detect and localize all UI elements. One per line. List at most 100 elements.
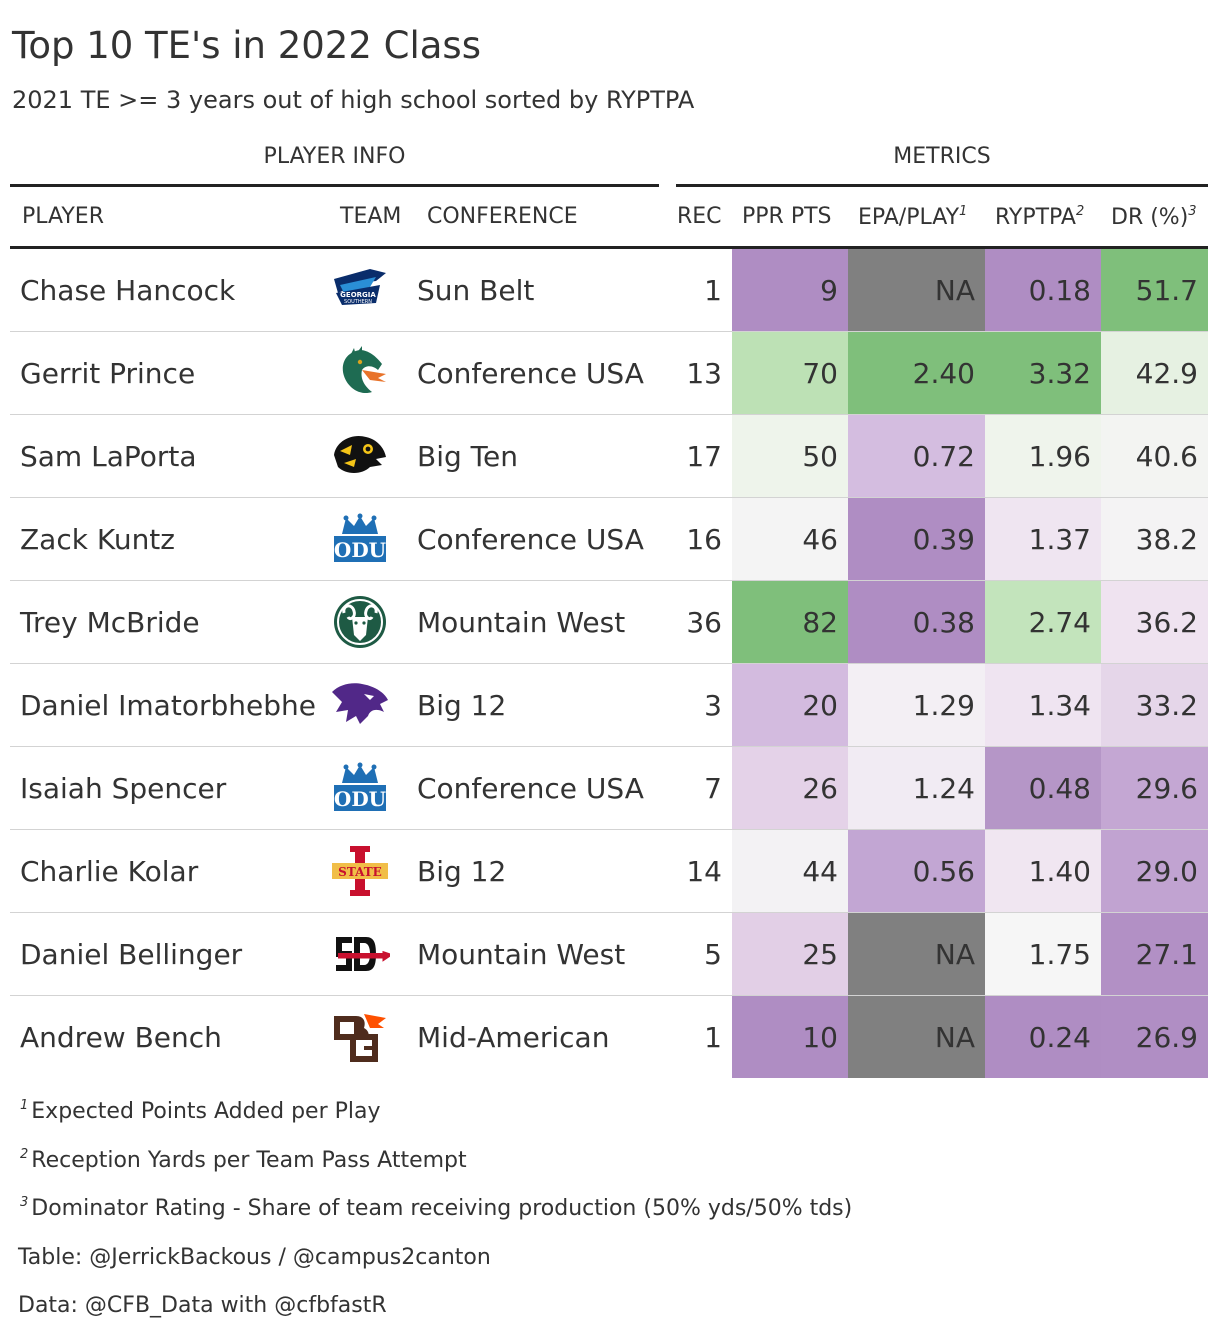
ryptpa-value: 1.75 (985, 912, 1101, 996)
footnote-2: 2 Reception Yards per Team Pass Attempt (20, 1147, 467, 1173)
bowling-green-logo-icon (330, 1010, 390, 1064)
col-header-epa-footnote-mark: 1 (959, 204, 968, 219)
epa-value: NA (848, 912, 985, 996)
player-name: Andrew Bench (20, 1020, 222, 1054)
rec-value: 13 (667, 331, 732, 415)
epa-value: 0.38 (848, 580, 985, 664)
uab-dragon-logo-icon (330, 346, 390, 400)
player-name: Zack Kuntz (10, 497, 330, 581)
ryptpa-value: 1.37 (985, 497, 1101, 581)
svg-text:GEORGIA: GEORGIA (340, 291, 376, 299)
table-row: Andrew Bench Mid-American 1 10 NA 0.24 26.9 (10, 995, 1208, 1078)
ryptpa-value: 3.32 (985, 331, 1101, 415)
ppr-value: 46 (732, 497, 848, 581)
col-header-ryptpa-footnote-mark: 2 (1075, 204, 1085, 219)
table-row: Daniel Imatorbhebhe Big 12 3 20 1.29 1.34 33.2 (10, 663, 1208, 747)
footnote-3: 3 Dominator Rating - Share of team receiv… (20, 1195, 852, 1221)
iowa-hawkeye-logo-icon (330, 429, 390, 483)
col-header-ppr: PPR PTS (742, 204, 832, 229)
player-name: Charlie Kolar (10, 829, 330, 913)
colorado-state-ram-logo-icon (330, 595, 390, 649)
col-header-ryptpa-label: RYPTPA (995, 205, 1076, 230)
dr-value: 29.6 (1101, 746, 1208, 830)
team-logo (330, 580, 417, 664)
spanner-player-info: PLAYER INFO (263, 144, 406, 169)
players-table: Chase Hancock GEORGIA SOUTHERN Sun Belt 1 9 NA… (10, 249, 1208, 1078)
epa-value: 1.29 (848, 663, 985, 747)
footnote-mark: 1 (20, 1098, 29, 1113)
conference-name: Mountain West (417, 912, 667, 996)
col-header-rec: REC (677, 204, 722, 229)
svg-text:STATE: STATE (338, 865, 382, 879)
players-table-body: Chase Hancock GEORGIA SOUTHERN Sun Belt 1 9 NA… (10, 249, 1208, 1078)
epa-value: NA (848, 249, 985, 332)
player-name: Gerrit Prince (10, 331, 330, 415)
ryptpa-value: 1.40 (985, 829, 1101, 913)
footnote-text: Dominator Rating - Share of team receivi… (31, 1196, 853, 1221)
footnote-mark: 2 (20, 1147, 29, 1162)
svg-text:SOUTHERN: SOUTHERN (344, 299, 372, 305)
table-title: Top 10 TE's in 2022 Class (12, 24, 481, 67)
epa-value: 0.56 (848, 829, 985, 913)
conference-name: Conference USA (417, 331, 667, 415)
ryptpa-value: 2.74 (985, 580, 1101, 664)
conference-name: Big 12 (417, 663, 667, 747)
table-row: Daniel Bellinger Mountain West 5 25 NA 1.75 27… (10, 912, 1208, 996)
ryptpa-value: 0.18 (985, 249, 1101, 332)
ppr-value: 50 (732, 414, 848, 498)
iowa-state-logo-icon: STATE (330, 844, 390, 898)
ppr-value: 9 (732, 249, 848, 332)
epa-value: 0.39 (848, 497, 985, 581)
team-logo (330, 912, 417, 996)
ppr-value: 44 (732, 829, 848, 913)
footnote-text: Expected Points Added per Play (31, 1099, 381, 1124)
georgia-southern-logo-icon: GEORGIA SOUTHERN (330, 263, 390, 317)
table-row: Chase Hancock GEORGIA SOUTHERN Sun Belt 1 9 NA… (10, 249, 1208, 332)
ppr-value: 25 (732, 912, 848, 996)
epa-value: 2.40 (848, 331, 985, 415)
ryptpa-value: 1.96 (985, 414, 1101, 498)
dr-value: 29.0 (1101, 829, 1208, 913)
player-name: Sam LaPorta (10, 414, 330, 498)
rec-value: 1 (704, 1020, 722, 1054)
dr-value: 51.7 (1101, 249, 1208, 332)
ppr-value: 26 (732, 746, 848, 830)
kansas-state-wildcat-logo-icon (330, 678, 390, 732)
col-header-dr-footnote-mark: 3 (1188, 204, 1197, 219)
ryptpa-value: 0.24 (985, 995, 1101, 1078)
team-logo (330, 331, 417, 415)
odu-crown-logo-icon: ODU (330, 761, 390, 815)
col-header-dr-label: DR (%) (1111, 205, 1189, 230)
odu-crown-logo-icon: ODU (330, 512, 390, 566)
conference-name: Mountain West (417, 580, 667, 664)
dr-value: 27.1 (1101, 912, 1208, 996)
player-name: Isaiah Spencer (10, 746, 330, 830)
ppr-value: 20 (732, 663, 848, 747)
spanner-metrics: METRICS (893, 144, 991, 169)
rec-value: 16 (667, 497, 732, 581)
table-row: Isaiah Spencer ODU Conference USA 7 26 1.24 0.… (10, 746, 1208, 830)
team-logo: GEORGIA SOUTHERN (330, 249, 417, 332)
source-note-table: Table: @JerrickBackous / @campus2canton (18, 1245, 491, 1270)
ppr-value: 82 (732, 580, 848, 664)
ryptpa-value: 1.34 (985, 663, 1101, 747)
epa-value: 1.24 (848, 746, 985, 830)
col-header-player: PLAYER (22, 204, 104, 229)
rec-value: 1 (667, 249, 732, 332)
svg-text:ODU: ODU (334, 787, 386, 811)
table-row: Sam LaPorta Big Ten 17 50 0.72 1.96 40.6 (10, 414, 1208, 498)
player-name: Trey McBride (10, 580, 330, 664)
team-logo: ODU (330, 497, 417, 581)
dr-value: 26.9 (1101, 995, 1208, 1078)
ppr-value: 70 (732, 331, 848, 415)
col-header-dr: DR (%)3 (1111, 204, 1197, 230)
conference-name: Conference USA (417, 497, 667, 581)
spanner-metrics-rule (676, 184, 1208, 187)
conference-name: Big Ten (417, 414, 667, 498)
col-header-epa: EPA/PLAY1 (858, 204, 967, 230)
team-logo (330, 414, 417, 498)
rec-value: 14 (667, 829, 732, 913)
epa-value: NA (848, 995, 985, 1078)
conference-name: Conference USA (417, 746, 667, 830)
epa-value: 0.72 (848, 414, 985, 498)
